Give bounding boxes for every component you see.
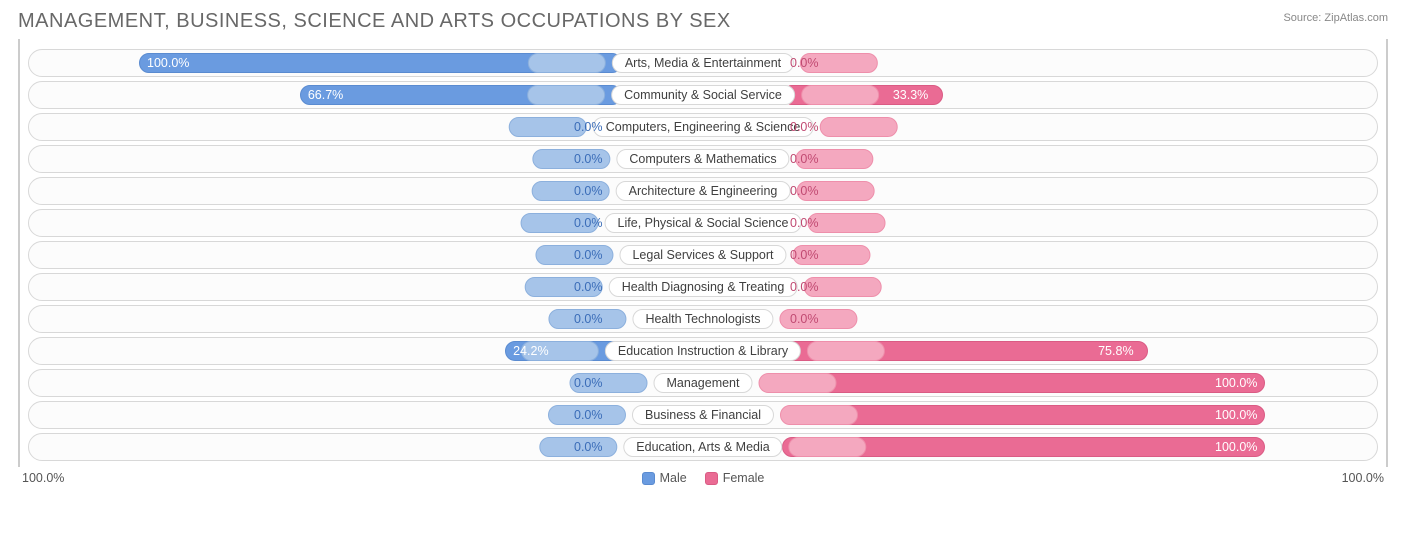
category-label: Health Diagnosing & Treating (609, 277, 798, 297)
male-value: 66.7% (308, 88, 343, 102)
row-center: Computers, Engineering & Science (509, 117, 898, 137)
female-value: 100.0% (1215, 376, 1257, 390)
chart-header: MANAGEMENT, BUSINESS, SCIENCE AND ARTS O… (18, 10, 1388, 33)
male-value: 0.0% (574, 312, 603, 326)
category-label: Architecture & Engineering (616, 181, 791, 201)
row-center: Management (570, 373, 837, 393)
female-value: 0.0% (790, 280, 819, 294)
chart-footer: 100.0% Male Female 100.0% (18, 471, 1388, 485)
male-value: 0.0% (574, 280, 603, 294)
male-value: 0.0% (574, 184, 603, 198)
male-pill-icon (528, 53, 606, 73)
male-value: 0.0% (574, 248, 603, 262)
female-pill-icon (789, 437, 867, 457)
axis-left-label: 100.0% (22, 471, 64, 485)
female-value: 100.0% (1215, 408, 1257, 422)
chart-area: Arts, Media & Entertainment100.0%0.0%Com… (18, 39, 1388, 467)
female-value: 0.0% (790, 152, 819, 166)
chart-row: Community & Social Service 66.7% 33.3% (28, 81, 1378, 109)
chart-row: Business & Financial 0.0% 100.0% (28, 401, 1378, 429)
female-value: 33.3% (893, 88, 928, 102)
male-value: 0.0% (574, 376, 603, 390)
chart-row: Management 0.0% 100.0% (28, 369, 1378, 397)
female-pill-icon (780, 405, 858, 425)
female-value: 0.0% (790, 312, 819, 326)
male-value: 0.0% (574, 440, 603, 454)
category-label: Computers & Mathematics (616, 149, 789, 169)
category-label: Education Instruction & Library (605, 341, 801, 361)
male-value: 24.2% (513, 344, 548, 358)
chart-row: Education, Arts & Media 0.0% 100.0% (28, 433, 1378, 461)
female-value: 0.0% (790, 216, 819, 230)
source-label: Source: (1283, 12, 1321, 24)
legend-female-label: Female (723, 471, 765, 485)
row-center: Community & Social Service (527, 85, 879, 105)
chart-row: Computers & Mathematics0.0%0.0% (28, 145, 1378, 173)
axis-right-label: 100.0% (1342, 471, 1384, 485)
legend-female: Female (705, 471, 765, 485)
category-label: Legal Services & Support (619, 245, 786, 265)
female-pill-icon (807, 341, 885, 361)
category-label: Arts, Media & Entertainment (612, 53, 794, 73)
male-value: 0.0% (574, 408, 603, 422)
female-value: 75.8% (1098, 344, 1133, 358)
chart-row: Education Instruction & Library 24.2% 75.8… (28, 337, 1378, 365)
category-label: Health Technologists (632, 309, 773, 329)
chart-row: Life, Physical & Social Science0.0% 0.0% (28, 209, 1378, 237)
chart-row: Legal Services & Support 0.0% 0.0% (28, 241, 1378, 269)
legend: Male Female (642, 471, 765, 485)
category-label: Computers, Engineering & Science (593, 117, 814, 137)
female-pill-icon (807, 213, 885, 233)
chart-row: Health Technologists 0.0% 0.0% (28, 305, 1378, 333)
chart-title: MANAGEMENT, BUSINESS, SCIENCE AND ARTS O… (18, 10, 731, 33)
female-swatch-icon (705, 472, 718, 485)
female-pill-icon (819, 117, 897, 137)
female-value: 0.0% (790, 56, 819, 70)
male-value: 0.0% (574, 152, 603, 166)
female-value: 0.0% (790, 248, 819, 262)
chart-row: Health Diagnosing & Treating0.0%0.0% (28, 273, 1378, 301)
category-label: Life, Physical & Social Science (605, 213, 802, 233)
female-value: 0.0% (790, 120, 819, 134)
category-label: Management (654, 373, 753, 393)
female-value: 100.0% (1215, 440, 1257, 454)
male-swatch-icon (642, 472, 655, 485)
male-pill-icon (527, 85, 605, 105)
category-label: Business & Financial (632, 405, 774, 425)
chart-row: Architecture & Engineering0.0%0.0% (28, 177, 1378, 205)
chart-row: Computers, Engineering & Science0.0% 0.0% (28, 113, 1378, 141)
legend-male: Male (642, 471, 687, 485)
female-pill-icon (758, 373, 836, 393)
chart-row: Arts, Media & Entertainment 100.0% 0.0% (28, 49, 1378, 77)
source-name: ZipAtlas.com (1324, 12, 1388, 24)
female-pill-icon (801, 85, 879, 105)
female-bar (782, 373, 1265, 393)
category-label: Community & Social Service (611, 85, 795, 105)
row-center: Education Instruction & Library (521, 341, 885, 361)
category-label: Education, Arts & Media (623, 437, 782, 457)
male-value: 0.0% (574, 120, 603, 134)
legend-male-label: Male (660, 471, 687, 485)
male-value: 0.0% (574, 216, 603, 230)
male-value: 100.0% (147, 56, 189, 70)
row-center: Arts, Media & Entertainment (528, 53, 878, 73)
chart-source: Source: ZipAtlas.com (1283, 10, 1388, 24)
female-value: 0.0% (790, 184, 819, 198)
